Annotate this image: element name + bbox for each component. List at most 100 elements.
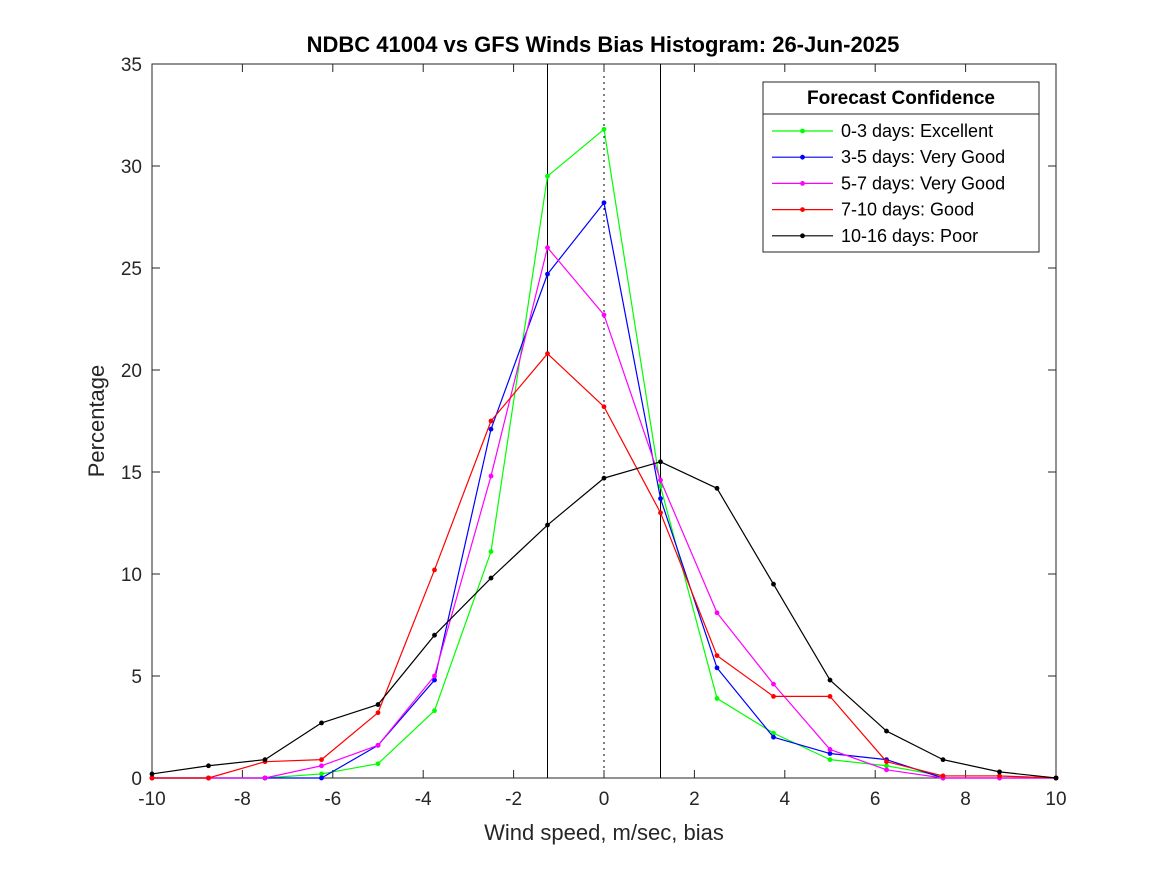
data-point — [432, 673, 437, 679]
data-point — [827, 677, 833, 683]
x-tick-label: -2 — [505, 789, 522, 810]
data-point — [375, 710, 381, 716]
data-point — [771, 694, 776, 699]
data-point — [714, 653, 720, 658]
data-point — [319, 720, 324, 726]
data-point — [771, 681, 776, 687]
data-point — [601, 312, 607, 318]
data-point — [714, 665, 720, 671]
axis-ticks: -10 -8 -6 -4 -2 0 2 4 6 8 10 0 5 10 15 20 25 30 35 — [121, 55, 1067, 810]
data-point — [997, 769, 1002, 775]
legend-title: Forecast Confidence — [807, 88, 995, 109]
y-tick-label: 5 — [131, 667, 142, 688]
data-point — [262, 775, 268, 781]
legend-label: 0-3 days: Excellent — [841, 121, 993, 141]
data-point — [658, 510, 663, 516]
data-point — [997, 773, 1002, 779]
legend-item: 3-5 days: Very Good — [772, 147, 1005, 167]
data-point — [714, 696, 720, 701]
data-point — [432, 708, 437, 714]
data-point — [206, 763, 211, 769]
data-point — [488, 575, 494, 581]
data-point — [375, 742, 381, 748]
data-point — [545, 173, 550, 179]
data-point — [488, 473, 494, 479]
x-tick-label: -8 — [234, 789, 251, 810]
x-tick-label: -4 — [415, 789, 432, 810]
data-point — [884, 759, 889, 765]
y-tick-label: 10 — [121, 565, 142, 586]
data-point — [601, 126, 607, 132]
y-tick-label: 0 — [131, 769, 142, 790]
data-point — [658, 496, 663, 501]
data-point — [545, 245, 550, 251]
legend-label: 10-16 days: Poor — [841, 226, 978, 246]
x-axis-label: Wind speed, m/sec, bias — [484, 820, 724, 845]
data-point — [827, 751, 833, 756]
data-point — [262, 757, 268, 763]
legend-item: 10-16 days: Poor — [772, 226, 978, 246]
series-layer — [149, 126, 1059, 781]
legend-marker — [800, 181, 805, 186]
reference-lines — [547, 64, 661, 778]
y-axis-label: Percentage — [84, 365, 109, 478]
data-point — [432, 567, 437, 573]
legend-label: 5-7 days: Very Good — [841, 173, 1005, 193]
legend-item: 7-10 days: Good — [772, 200, 974, 220]
data-point — [771, 734, 776, 740]
legend-item: 5-7 days: Very Good — [772, 173, 1005, 193]
x-tick-label: 2 — [689, 789, 700, 810]
x-tick-label: 6 — [870, 789, 881, 810]
data-point — [206, 775, 211, 781]
x-tick-label: 0 — [599, 789, 610, 810]
data-point — [940, 757, 946, 763]
data-point — [319, 771, 324, 777]
data-point — [545, 351, 550, 357]
data-point — [545, 271, 550, 277]
legend-item: 0-3 days: Excellent — [772, 121, 993, 141]
data-point — [375, 761, 381, 767]
legend-label: 3-5 days: Very Good — [841, 147, 1005, 167]
legend-label: 7-10 days: Good — [841, 200, 974, 220]
data-point — [149, 775, 155, 781]
legend-marker — [800, 128, 805, 134]
series-5 — [149, 459, 1059, 781]
data-point — [601, 475, 607, 481]
data-point — [714, 485, 720, 491]
data-point — [884, 728, 889, 734]
legend-items: 0-3 days: Excellent 3-5 days: Very Good 5-… — [772, 121, 1005, 246]
data-point — [375, 702, 381, 707]
data-point — [488, 549, 494, 554]
x-tick-label: -6 — [324, 789, 341, 810]
data-point — [488, 426, 494, 432]
y-tick-label: 25 — [121, 259, 142, 280]
data-point — [884, 763, 889, 769]
data-point — [771, 581, 776, 587]
data-point — [601, 200, 607, 206]
data-point — [658, 459, 663, 465]
data-point — [319, 763, 324, 769]
legend-marker — [800, 207, 805, 213]
data-point — [601, 404, 607, 410]
data-point — [545, 522, 550, 528]
legend-marker — [800, 233, 805, 239]
data-point — [714, 610, 720, 616]
data-point — [658, 483, 663, 489]
data-point — [827, 757, 833, 763]
x-tick-label: 4 — [780, 789, 791, 810]
chart-title: NDBC 41004 vs GFS Winds Bias Histogram: … — [307, 32, 900, 57]
x-tick-label: -10 — [138, 789, 165, 810]
data-point — [319, 775, 324, 781]
data-point — [827, 694, 833, 699]
y-tick-label: 20 — [121, 361, 142, 382]
data-point — [488, 418, 494, 424]
legend-marker — [800, 154, 805, 160]
y-tick-label: 30 — [121, 157, 142, 178]
data-point — [940, 773, 946, 779]
legend: Forecast Confidence 0-3 days: Excellent 3… — [762, 81, 1040, 253]
data-point — [771, 730, 776, 736]
data-point — [319, 757, 324, 763]
series-3 — [149, 245, 1059, 781]
x-tick-label: 10 — [1045, 789, 1066, 810]
